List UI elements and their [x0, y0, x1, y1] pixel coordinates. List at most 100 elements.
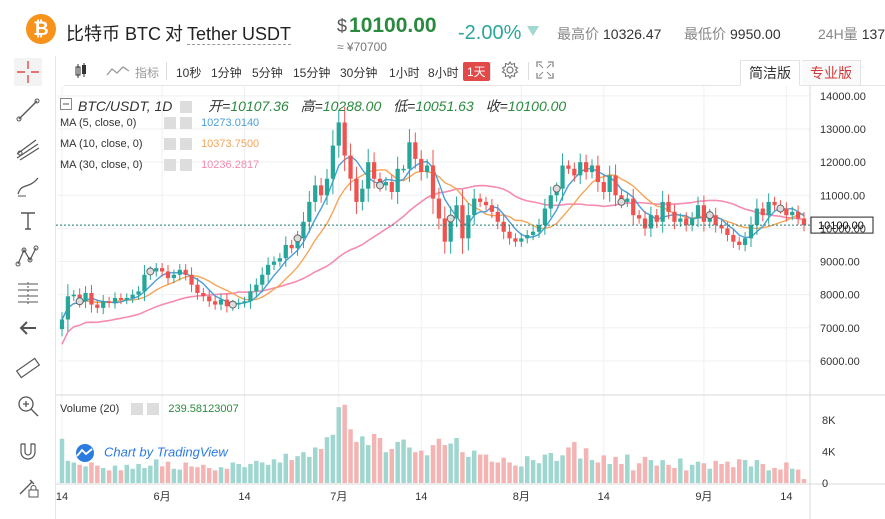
volume-bar: [307, 456, 312, 483]
ma5-close-icon[interactable]: [180, 117, 192, 130]
candle-body: [790, 211, 795, 216]
volume-legend: Volume (20) 239.58123007: [60, 403, 239, 416]
back-arrow-icon[interactable]: [14, 314, 42, 342]
candle-body: [383, 182, 389, 186]
candle-body: [660, 201, 665, 222]
volume-bar: [489, 461, 495, 483]
candle-body: [583, 162, 589, 173]
low-label: 低=: [393, 98, 416, 114]
candle-body: [548, 195, 553, 209]
tab-pro-version[interactable]: 专业版: [802, 60, 861, 86]
settings-gear-icon[interactable]: [500, 60, 520, 80]
trend-line-icon[interactable]: [14, 96, 42, 124]
prediction-icon[interactable]: [14, 278, 42, 306]
ma10-label: MA (10, close, 0): [60, 138, 143, 150]
volume-bar: [171, 468, 177, 483]
candle-type-icon[interactable]: [74, 63, 88, 79]
text-tool-icon[interactable]: [14, 206, 42, 234]
brush-icon[interactable]: [14, 172, 42, 200]
candle-body: [271, 261, 277, 265]
trading-pair[interactable]: 比特币 BTC 对 Tether USDT: [66, 20, 292, 46]
ma10-close-icon[interactable]: [180, 138, 192, 151]
volume-bar: [118, 470, 124, 483]
price-axis-label: 14000.00: [820, 91, 866, 103]
volume-bar: [318, 449, 324, 483]
candle-body: [436, 198, 442, 219]
interval-5m[interactable]: 5分钟: [252, 66, 283, 80]
pitchfork-icon[interactable]: [14, 134, 42, 162]
candle-body: [448, 218, 453, 242]
volume-bar: [742, 460, 748, 483]
volume-axis-label: 8K: [822, 415, 836, 427]
volume-bar: [589, 460, 595, 483]
volume-settings-icon[interactable]: [131, 403, 144, 416]
tradingview-watermark[interactable]: Chart by TradingView: [72, 444, 228, 462]
volume-bar: [501, 457, 506, 483]
volume-close-icon[interactable]: [147, 403, 160, 416]
volume-indicator-value: 239.58123007: [168, 403, 239, 415]
ruler-icon[interactable]: [14, 354, 42, 382]
time-axis-label: 14: [238, 491, 250, 503]
volume-bar: [772, 467, 777, 483]
candle-body: [495, 211, 500, 222]
tab-simple-version[interactable]: 简洁版: [740, 60, 800, 86]
interval-10s[interactable]: 10秒: [176, 66, 202, 80]
interval-8h[interactable]: 8小时: [428, 66, 459, 80]
candle-body: [212, 301, 218, 305]
candle-body: [407, 142, 412, 169]
legend-settings-icon[interactable]: [180, 101, 193, 114]
pattern-icon[interactable]: [14, 242, 42, 270]
crosshair-icon[interactable]: [14, 58, 42, 86]
price-axis-label: 9000.00: [820, 257, 860, 269]
pair-quote[interactable]: Tether USDT: [187, 24, 292, 45]
candle-body: [318, 185, 324, 196]
candle-body: [71, 294, 76, 297]
cny-price: ≈ ¥70700: [337, 40, 387, 54]
candle-body: [159, 268, 165, 272]
ma30-close-icon[interactable]: [180, 159, 192, 172]
interval-1m[interactable]: 1分钟: [211, 66, 242, 80]
candle-body: [560, 165, 565, 189]
volume-bar: [130, 468, 135, 483]
time-axis-label: 7月: [330, 491, 347, 503]
candle-body: [260, 274, 265, 285]
magnet-icon[interactable]: [14, 436, 42, 464]
ma30-settings-icon[interactable]: [164, 159, 176, 172]
candle-body: [595, 165, 601, 183]
candle-body: [277, 258, 283, 262]
indicators-button[interactable]: 指标: [135, 66, 160, 80]
candle-body: [636, 215, 642, 219]
lock-drawings-icon[interactable]: [14, 472, 42, 500]
price-axis-label: 12000.00: [820, 157, 866, 169]
zoom-in-icon[interactable]: [14, 392, 42, 420]
interval-30m[interactable]: 30分钟: [340, 66, 378, 80]
volume-bar: [59, 438, 65, 483]
ma5-settings-icon[interactable]: [164, 117, 176, 130]
volume-bar: [719, 464, 724, 483]
volume-bar: [230, 462, 236, 483]
ma10-legend: MA (10, close, 0) 10373.7500: [60, 138, 259, 151]
candle-body: [648, 215, 654, 229]
fullscreen-icon[interactable]: [536, 61, 554, 79]
interval-15m[interactable]: 15分钟: [293, 66, 331, 80]
collapse-legend-icon[interactable]: [60, 98, 72, 110]
candle-body: [189, 274, 194, 285]
indicator-icon[interactable]: [106, 65, 130, 77]
volume-bar: [778, 469, 783, 483]
candle-body: [542, 208, 548, 226]
interval-1d[interactable]: 1天: [463, 62, 490, 81]
toolbar-divider: [166, 62, 167, 80]
volume-bar: [371, 434, 377, 483]
candle-body: [742, 238, 748, 245]
price-change: -2.00%: [458, 22, 522, 44]
ma10-settings-icon[interactable]: [164, 138, 176, 151]
interval-1h[interactable]: 1小时: [389, 66, 420, 80]
candle-body: [301, 221, 306, 239]
volume-bar: [442, 445, 448, 483]
candle-body: [631, 198, 636, 216]
candle-body: [772, 201, 777, 206]
chart-toolbar: 指标 10秒 1分钟 5分钟 15分钟 30分钟 1小时 8小时 1天 简洁版 …: [64, 56, 885, 86]
price-chart[interactable]: 10100.00 6000.00 7000.00 8000.00 9000.00 1000…: [56, 86, 885, 519]
volume-bar: [413, 452, 418, 483]
volume-bar: [507, 462, 512, 483]
